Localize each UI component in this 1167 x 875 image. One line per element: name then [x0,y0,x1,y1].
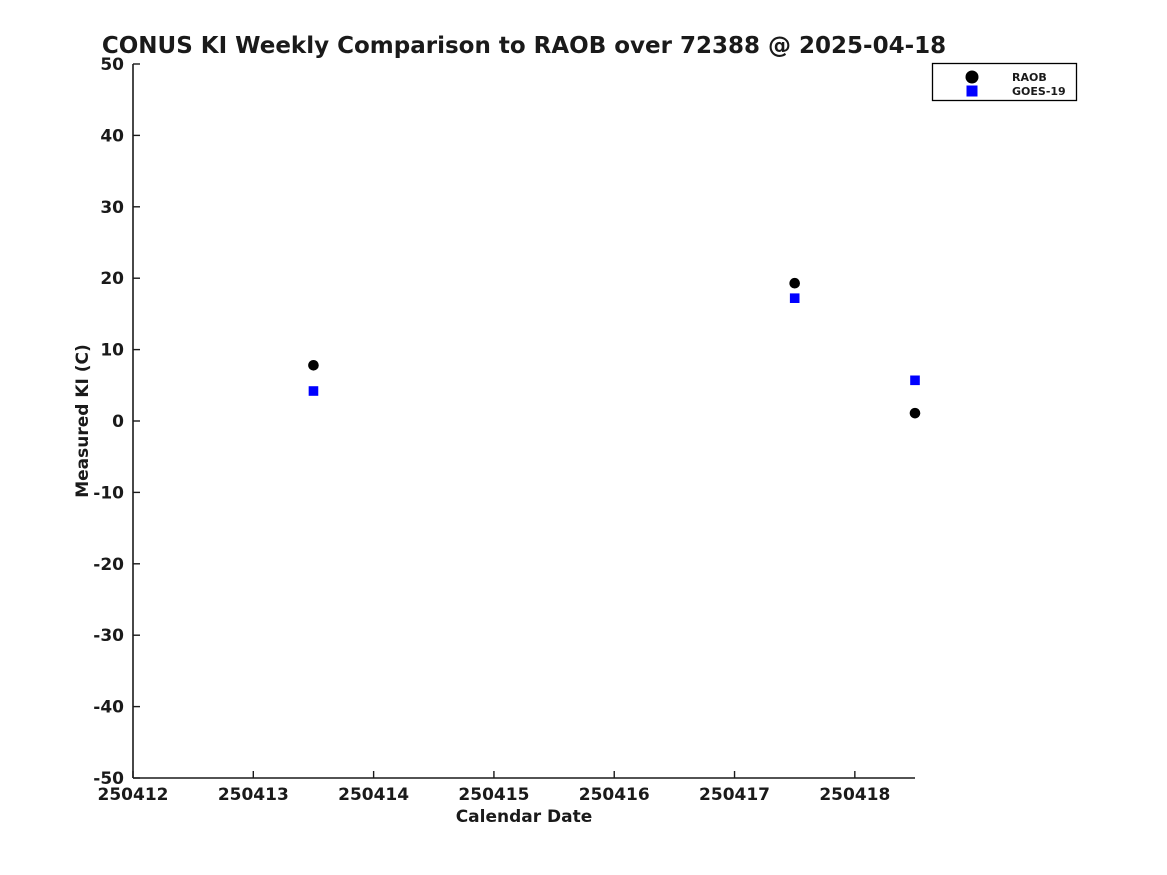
x-tick-label: 250418 [819,785,890,805]
x-tick-label: 250413 [218,785,289,805]
y-tick-label: -50 [93,769,124,789]
x-tick-label: 250415 [458,785,529,805]
y-axis-label: Measured KI (C) [73,344,93,498]
x-tick-label: 250416 [579,785,650,805]
x-axis-label: Calendar Date [456,807,593,827]
legend-label-goes-19: GOES-19 [1012,85,1066,98]
data-point-goes-19 [910,375,920,386]
legend-label-raob: RAOB [1012,71,1047,84]
y-tick-label: -30 [93,626,124,646]
data-point-raob [789,277,800,289]
chart-title: CONUS KI Weekly Comparison to RAOB over … [102,33,946,59]
y-tick-label: -20 [93,555,124,575]
legend-box [931,62,1078,102]
data-point-raob [308,360,319,371]
y-tick-label: -10 [93,483,124,503]
axes-layer: 250412 250413 250414 250415 250416 250417 2504… [93,55,915,805]
y-tick-label: 30 [100,198,124,218]
data-point-raob [909,407,921,419]
y-tick-label: 10 [100,341,124,361]
y-tick-label: -40 [93,698,124,718]
x-tick-label: 250417 [699,785,770,805]
x-tick-label: 250414 [338,785,409,805]
legend-marker-goes-19 [966,85,978,97]
y-tick-label: 50 [100,55,124,75]
legend-marker-raob [965,70,979,84]
data-point-goes-19 [308,386,319,396]
y-tick-label: 20 [100,269,124,289]
y-tick-label: 40 [100,126,124,146]
data-points-layer [308,277,921,419]
data-point-goes-19 [789,293,800,303]
x-tick-label: 250412 [98,785,169,805]
y-tick-label: 0 [112,412,124,432]
